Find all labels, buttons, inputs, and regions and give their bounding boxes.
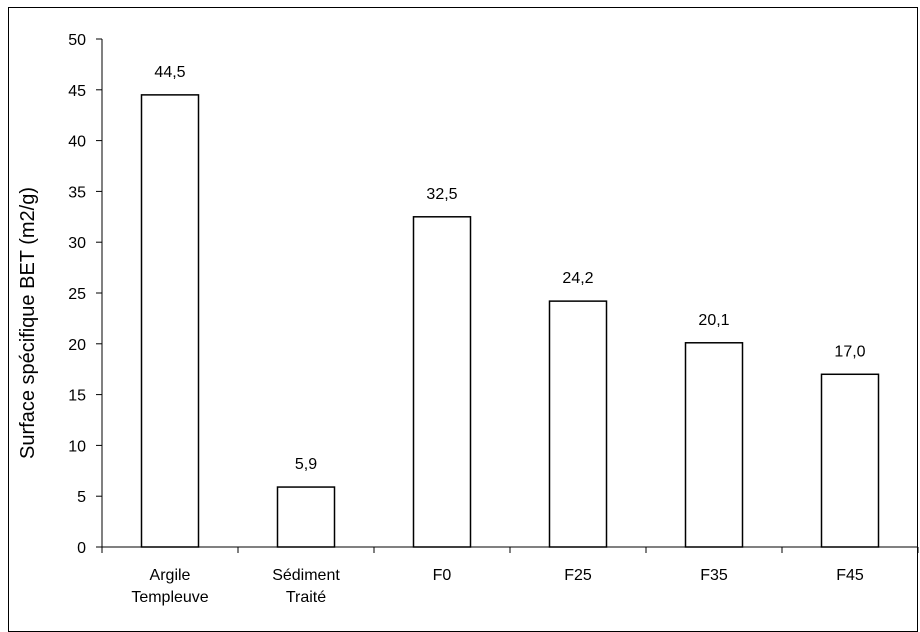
bar-value-label: 20,1 xyxy=(698,312,729,329)
y-tick-label: 30 xyxy=(68,235,86,252)
x-category-label: Sédiment Traité xyxy=(272,567,340,606)
x-category-label: F25 xyxy=(564,567,592,584)
y-tick-label: 45 xyxy=(68,83,86,100)
y-tick-label: 35 xyxy=(68,184,86,201)
x-category-label: F35 xyxy=(700,567,728,584)
bar-value-label: 44,5 xyxy=(154,64,185,81)
bar-value-label: 17,0 xyxy=(834,343,865,360)
y-tick-label: 0 xyxy=(77,540,86,557)
y-axis-title: Surface spécifique BET (m2/g) xyxy=(17,187,39,459)
x-axis: Argile Templeuve Sédiment Traité F0 F25 F35 F45 xyxy=(101,546,919,606)
y-tick-label: 15 xyxy=(68,388,86,405)
bar xyxy=(684,342,744,548)
x-category-label: F0 xyxy=(433,567,452,584)
bar xyxy=(140,94,200,548)
y-tick-label: 10 xyxy=(68,438,86,455)
bar xyxy=(548,300,608,548)
bar xyxy=(820,373,880,548)
bars xyxy=(140,94,880,548)
y-tick-label: 25 xyxy=(68,286,86,303)
data-labels: 44,5 5,9 32,5 24,2 20,1 17,0 xyxy=(154,64,865,473)
y-tick-label: 20 xyxy=(68,337,86,354)
x-category-label: F45 xyxy=(836,567,864,584)
bar-value-label: 32,5 xyxy=(426,186,457,203)
bar xyxy=(276,486,336,548)
y-tick-label: 40 xyxy=(68,134,86,151)
x-category-label: Argile Templeuve xyxy=(131,567,208,606)
y-tick-label: 5 xyxy=(77,489,86,506)
y-tick-label: 50 xyxy=(68,32,86,49)
bar-value-label: 24,2 xyxy=(562,270,593,287)
y-axis: 0 5 10 15 20 25 30 35 40 45 50 xyxy=(68,32,103,557)
bar-value-label: 5,9 xyxy=(295,456,317,473)
bar xyxy=(412,216,472,548)
